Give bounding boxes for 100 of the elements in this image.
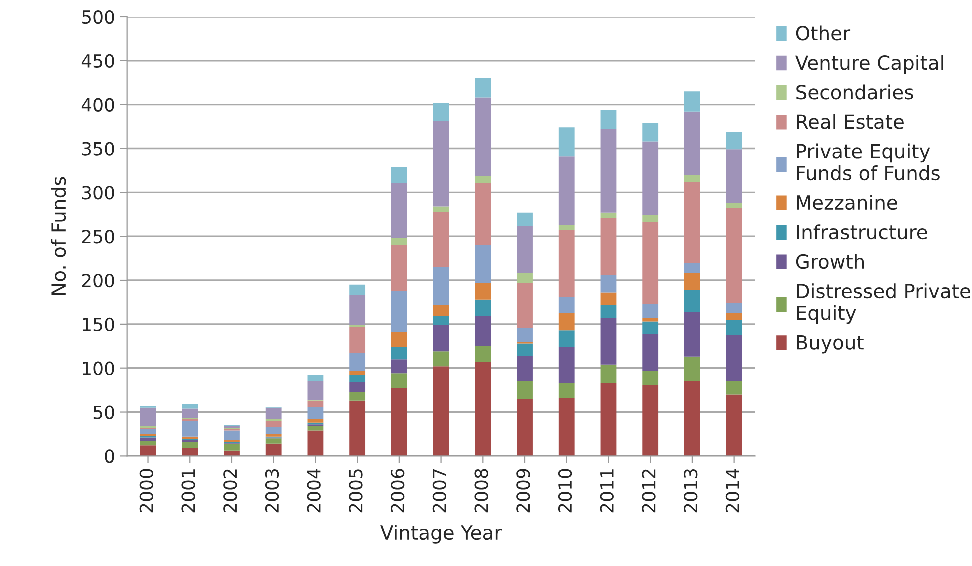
bar — [475, 283, 492, 300]
bar — [308, 419, 324, 423]
bar — [391, 291, 408, 332]
bar — [600, 110, 617, 130]
bar — [475, 98, 492, 176]
y-tick-label: 300 — [82, 186, 114, 200]
bar — [517, 273, 533, 284]
bar — [684, 356, 700, 382]
bar — [726, 132, 742, 150]
x-tick-label: 2011 — [600, 470, 614, 513]
bar — [224, 444, 240, 451]
bar — [684, 112, 700, 176]
bar — [266, 427, 282, 434]
bar — [350, 370, 366, 376]
bar — [517, 283, 533, 328]
bar — [433, 103, 450, 122]
bar — [642, 385, 659, 456]
y-tick-label: 0 — [105, 450, 114, 464]
y-tick-label: 150 — [83, 318, 114, 332]
bar — [684, 382, 700, 456]
bar — [475, 346, 492, 362]
bar — [224, 430, 240, 440]
bar — [726, 382, 742, 395]
bar — [726, 203, 742, 208]
bar — [433, 212, 450, 268]
bar — [558, 297, 575, 314]
bar — [308, 375, 324, 382]
bar — [308, 400, 324, 408]
bar — [517, 212, 533, 226]
bar — [391, 167, 408, 184]
bar — [558, 398, 575, 456]
bar — [433, 122, 450, 207]
y-tick-label: 500 — [82, 10, 114, 24]
x-tick-label: 2014 — [726, 469, 740, 513]
bar — [600, 364, 617, 384]
bar — [266, 434, 282, 437]
legend-label: Growth — [796, 254, 864, 270]
bar — [558, 330, 575, 348]
bar — [726, 394, 742, 456]
bar — [600, 129, 617, 213]
bar — [350, 382, 366, 392]
x-tick-label: 2013 — [684, 469, 698, 513]
x-tick-label: 2010 — [558, 469, 572, 513]
bar — [475, 176, 492, 184]
bar — [475, 245, 492, 284]
bar — [642, 216, 659, 223]
bar — [433, 206, 450, 212]
x-tick-label: 2002 — [224, 470, 238, 513]
bar — [140, 446, 156, 456]
y-tick-label: 100 — [83, 362, 114, 376]
bar — [350, 392, 366, 401]
bar — [391, 245, 408, 292]
bar — [391, 374, 408, 389]
bar — [140, 438, 156, 442]
bar — [600, 305, 617, 318]
bar — [182, 421, 198, 437]
bar — [726, 334, 742, 382]
bar — [475, 300, 492, 317]
legend-label: Real Estate — [797, 114, 904, 130]
bar — [350, 400, 366, 456]
bar — [642, 322, 659, 334]
bar — [558, 230, 575, 298]
bar — [684, 182, 700, 263]
legend-label: Other — [796, 26, 851, 41]
bar — [433, 316, 450, 326]
y-tick-label: 250 — [82, 230, 114, 244]
bar — [558, 128, 575, 157]
bar — [433, 305, 450, 317]
bar — [684, 262, 700, 274]
x-tick-label: 2005 — [349, 470, 363, 513]
bar — [475, 78, 492, 98]
bar — [433, 325, 450, 352]
x-tick-label: 2006 — [391, 469, 405, 513]
bar — [517, 382, 533, 400]
bar — [391, 332, 408, 348]
bar — [517, 226, 533, 274]
bar — [391, 388, 408, 456]
bar — [600, 318, 617, 365]
legend-label: Infrastructure — [797, 224, 928, 240]
x-axis-title: Vintage Year — [380, 525, 502, 544]
x-tick-label: 2000 — [140, 469, 154, 513]
bar — [558, 383, 575, 398]
x-tick-label: 2009 — [516, 469, 530, 513]
bar — [642, 304, 659, 318]
y-tick-label: 400 — [82, 98, 114, 112]
bar — [350, 327, 366, 354]
bar — [600, 218, 617, 276]
x-tick-label: 2012 — [642, 470, 656, 513]
y-tick-label: 200 — [82, 274, 114, 288]
y-axis-title: No. of Funds — [51, 177, 66, 295]
bar — [684, 273, 700, 290]
bar — [391, 347, 408, 360]
bar — [182, 436, 198, 440]
bar — [433, 366, 450, 456]
bar — [684, 290, 700, 312]
bar — [558, 156, 575, 226]
bar — [684, 312, 700, 357]
bar — [517, 328, 533, 342]
bar — [350, 284, 366, 296]
y-tick-label: 350 — [82, 142, 114, 156]
